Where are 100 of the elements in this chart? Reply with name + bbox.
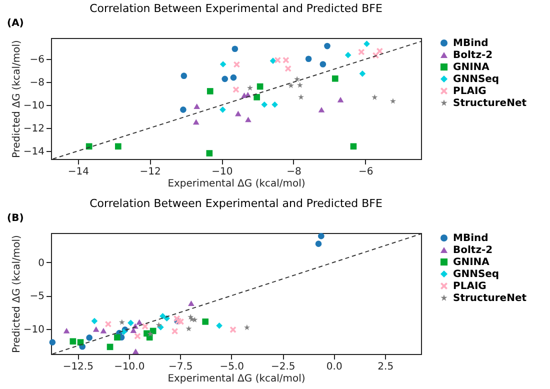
point (288, 82, 294, 88)
point (206, 88, 214, 94)
point (194, 104, 200, 109)
y-tick-label: 0 (38, 258, 44, 269)
point (372, 94, 378, 100)
x-tick-label: 0.0 (326, 362, 342, 372)
point (206, 150, 213, 156)
x-tick-label: −2.5 (270, 362, 296, 372)
y-tick-label: −8 (30, 78, 44, 89)
legend-label: GNINA (453, 62, 490, 73)
y-tick-label: −12 (23, 124, 44, 135)
point (230, 74, 237, 81)
point (270, 58, 276, 64)
point (180, 72, 188, 80)
point (105, 320, 112, 328)
y-tick-label: −14 (23, 146, 44, 158)
point (70, 338, 76, 345)
point (118, 319, 125, 325)
y-tick-label: −5 (30, 291, 44, 302)
point (315, 240, 322, 247)
chart-title: Correlation Between Experimental and Predicted BFE (90, 197, 382, 210)
point (100, 328, 107, 334)
point (244, 324, 250, 330)
x-tick-label: −5.0 (220, 362, 244, 372)
point (188, 300, 194, 306)
point (136, 319, 143, 325)
point (390, 98, 396, 104)
y-axis-title: Predicted ΔG (kcal/mol) (11, 40, 22, 158)
point (192, 119, 200, 125)
point (156, 322, 162, 328)
point (359, 70, 366, 77)
text: (A) (7, 18, 24, 29)
legend-label: StructureNet (453, 293, 527, 304)
x-tick-label: −8 (286, 166, 302, 178)
point (305, 56, 312, 62)
point (337, 96, 344, 102)
point (232, 86, 240, 93)
point (245, 116, 252, 122)
point (296, 82, 303, 88)
y-tick-label: −6 (30, 54, 44, 66)
point (344, 52, 352, 58)
point (114, 334, 120, 341)
point (91, 318, 98, 324)
point (106, 344, 114, 350)
point (364, 40, 370, 48)
point (220, 106, 226, 113)
point (256, 83, 264, 90)
point (247, 84, 254, 91)
point (320, 61, 326, 68)
legend-label: PLAIG (453, 86, 486, 97)
point (234, 110, 242, 116)
y-tick-label: −10 (23, 100, 44, 112)
point (86, 334, 92, 341)
x-tick-label: −7.5 (168, 362, 193, 372)
point (318, 106, 325, 112)
point (284, 65, 292, 72)
y-axis-title: Predicted ΔG (kcal/mol) (11, 234, 22, 353)
point (358, 48, 365, 56)
point (376, 48, 383, 54)
point (222, 76, 228, 82)
point (324, 42, 330, 50)
point (147, 330, 154, 337)
point (298, 94, 304, 100)
point (180, 106, 186, 113)
point (220, 61, 226, 68)
point (202, 318, 209, 325)
x-tick-label: −10.0 (114, 362, 145, 372)
legend-label: Boltz-2 (453, 245, 493, 256)
point (274, 56, 281, 64)
x-tick-label: −14 (68, 166, 89, 178)
point (63, 328, 70, 334)
point (142, 323, 148, 330)
point (232, 46, 238, 52)
legend-label: GNNSeq (453, 269, 500, 280)
point (92, 326, 100, 332)
point (332, 75, 338, 82)
legend-label: GNINA (453, 257, 490, 268)
point (282, 56, 290, 64)
point (178, 318, 184, 325)
point (254, 94, 260, 100)
x-tick-label: −10 (212, 166, 233, 178)
point (128, 320, 134, 326)
legend-label: MBind (453, 233, 488, 244)
point (132, 348, 139, 354)
x-axis-title: Experimental ΔG (kcal/mol) (168, 374, 306, 384)
x-tick-label: −6 (358, 166, 374, 178)
legend-label: MBind (453, 38, 488, 49)
point (230, 326, 236, 333)
point (216, 322, 222, 329)
point (115, 143, 122, 150)
x-tick-label: −12.5 (62, 362, 94, 372)
point (130, 328, 137, 334)
point (172, 328, 178, 334)
x-tick-label: 2.5 (378, 362, 394, 372)
point (272, 101, 278, 108)
point (49, 339, 56, 346)
legend-label: GNNSeq (453, 74, 500, 85)
chart-title: Correlation Between Experimental and Predicted BFE (90, 2, 382, 15)
point (318, 232, 324, 240)
legend-label: StructureNet (453, 98, 527, 109)
